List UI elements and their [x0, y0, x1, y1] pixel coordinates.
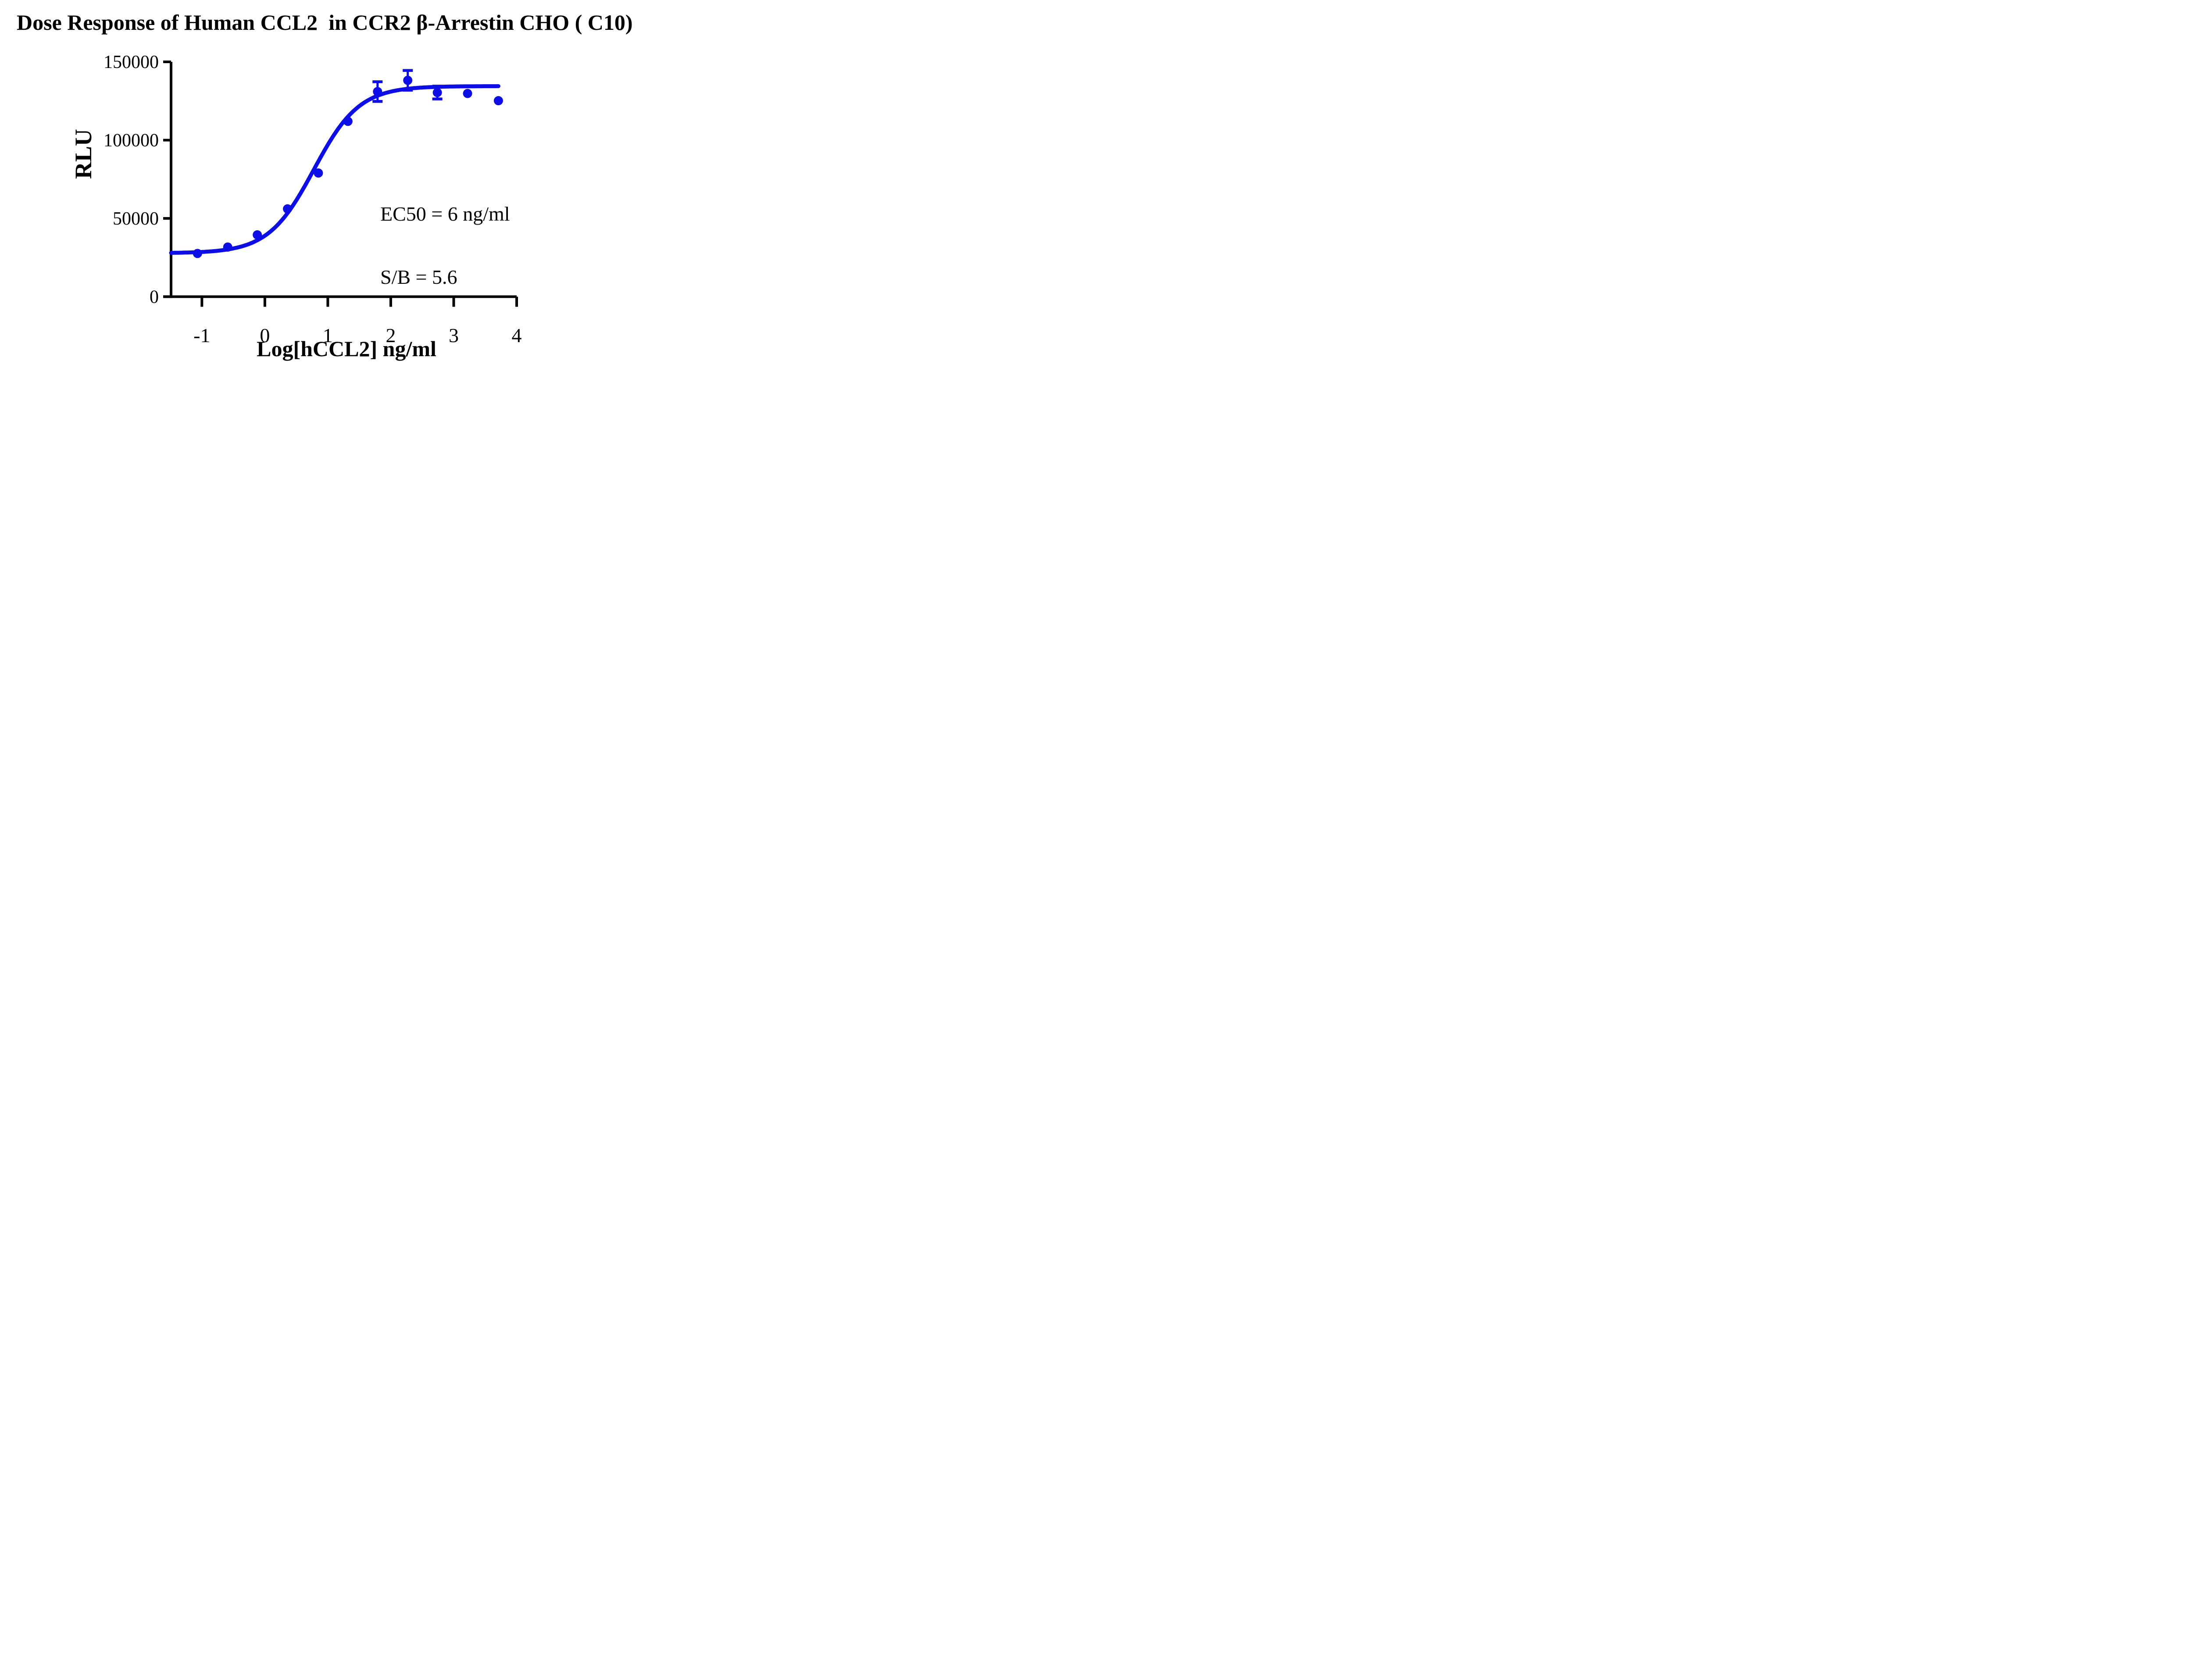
data-point [193, 249, 202, 258]
data-point [403, 75, 413, 85]
x-tick-label: -1 [193, 324, 210, 347]
data-point [253, 230, 262, 239]
data-point [493, 96, 503, 106]
y-tick-label: 150000 [104, 52, 159, 72]
data-point [314, 168, 323, 178]
fit-results-annotation: EC50 = 6 ng/ml S/B = 5.6 [380, 161, 510, 330]
x-tick-label: 0 [260, 324, 270, 347]
data-point [283, 204, 293, 214]
x-tick-label: 3 [449, 324, 459, 347]
y-tick-label: 0 [150, 287, 159, 307]
dose-response-chart: 0 50000 100000 150000 -1 0 1 2 3 4 [104, 52, 522, 347]
y-tick-label: 50000 [113, 209, 159, 229]
dose-response-figure: Dose Response of Human CCL2 in CCR2 β-Ar… [0, 0, 688, 374]
y-tick-label: 100000 [104, 130, 159, 150]
data-point [343, 117, 353, 126]
x-tick-label: 2 [386, 324, 396, 347]
x-tick-label: 4 [512, 324, 522, 347]
ec50-annotation: EC50 = 6 ng/ml [380, 203, 510, 225]
data-point [223, 242, 232, 252]
sb-ratio-annotation: S/B = 5.6 [380, 266, 457, 288]
data-point [432, 88, 442, 97]
y-axis-title: RLU [70, 129, 96, 179]
chart-title: Dose Response of Human CCL2 in CCR2 β-Ar… [17, 10, 633, 35]
x-tick-label: 1 [323, 324, 333, 347]
x-axis-title: Log[hCCL2] ng/ml [257, 336, 436, 361]
data-point [463, 89, 472, 98]
data-point [373, 87, 382, 97]
